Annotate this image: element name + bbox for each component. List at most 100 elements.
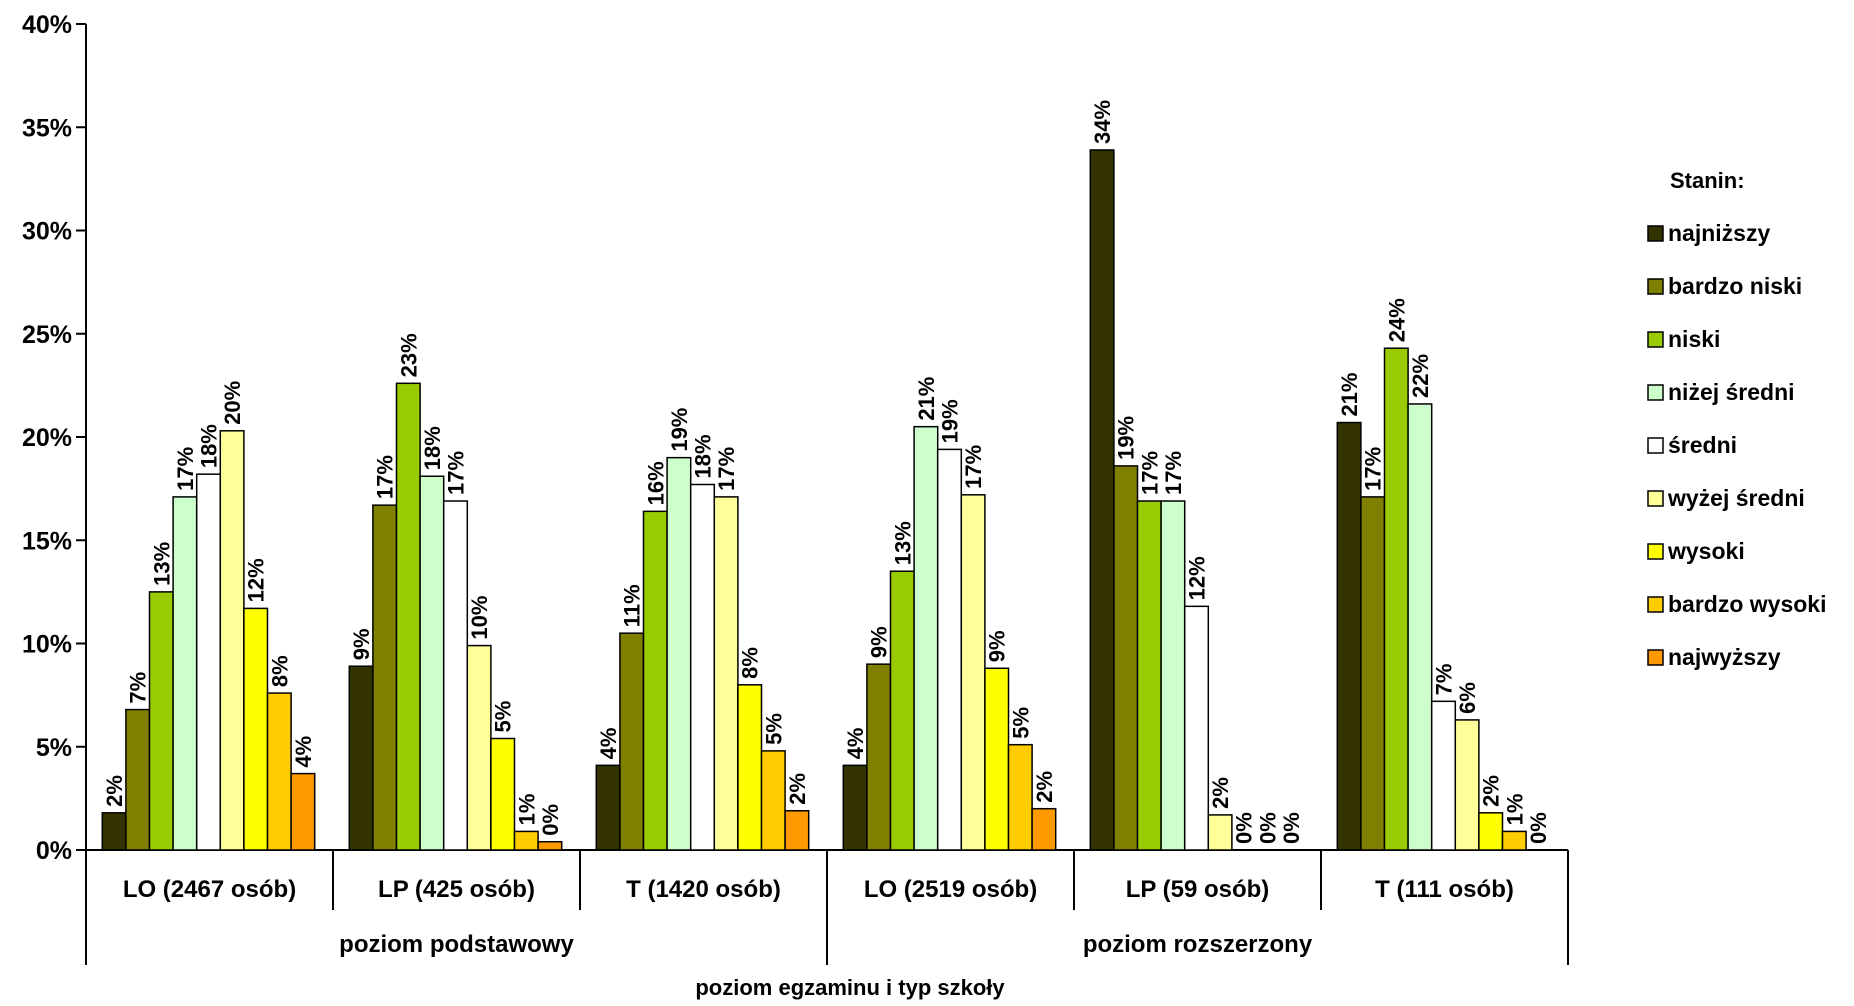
data-label: 23% [396, 333, 421, 377]
data-label: 4% [843, 728, 868, 760]
data-label: 22% [1408, 354, 1433, 398]
y-tick-label: 25% [22, 321, 72, 349]
data-label: 4% [596, 728, 621, 760]
data-label: 12% [244, 558, 269, 602]
data-label: 19% [667, 408, 692, 452]
bar [1183, 605, 1210, 851]
data-label: 17% [1137, 451, 1162, 495]
bar [1454, 719, 1480, 851]
data-label: 2% [1208, 777, 1233, 809]
y-tick-label: 30% [22, 218, 72, 246]
legend-swatch [1647, 278, 1664, 295]
bar [1136, 500, 1162, 851]
bar [148, 591, 174, 851]
y-tick-label: 20% [22, 424, 72, 452]
category-label: T (1420 osób) [626, 876, 781, 903]
data-label: 2% [785, 773, 810, 805]
bar [1430, 700, 1457, 851]
data-label: 10% [467, 596, 492, 640]
data-label: 12% [1185, 556, 1210, 600]
data-label: 17% [1161, 451, 1186, 495]
data-label: 9% [867, 626, 892, 658]
data-label: 13% [890, 521, 915, 565]
category-label: T (111 osób) [1375, 876, 1514, 903]
bar [172, 496, 198, 851]
bar [266, 692, 292, 851]
legend-title: Stanin: [1670, 168, 1745, 193]
bar [1360, 496, 1386, 851]
bar [1383, 347, 1409, 851]
bar [1113, 465, 1139, 851]
bar [936, 448, 963, 851]
bar [760, 750, 786, 851]
bar [666, 456, 692, 851]
bar [372, 504, 398, 851]
bar [1207, 814, 1233, 851]
legend-swatch [1647, 596, 1664, 613]
data-label: 8% [738, 647, 763, 679]
bar [442, 500, 469, 851]
legend-label: wyżej średni [1667, 485, 1805, 511]
bar [595, 764, 621, 851]
bar [101, 812, 127, 851]
data-label: 2% [102, 775, 127, 807]
data-label: 4% [291, 736, 316, 768]
legend-swatch [1647, 543, 1664, 560]
data-label: 17% [1361, 447, 1386, 491]
y-tick-label: 0% [36, 837, 72, 865]
bar [1031, 807, 1057, 851]
data-labels: 2%9%4% 4%34%21%7%17%11%9%19%17%13%23%16%1… [102, 100, 1551, 844]
bar [219, 430, 245, 851]
legend-label: najniższy [1668, 220, 1770, 246]
category-label: LO (2467 osób) [123, 876, 296, 903]
data-label: 0% [1526, 812, 1551, 844]
bar [737, 684, 763, 851]
group-label: poziom rozszerzony [1083, 931, 1313, 958]
data-label: 34% [1090, 100, 1115, 144]
bar [842, 764, 868, 851]
bar [619, 632, 645, 851]
bar [490, 737, 516, 851]
y-tick-label: 40% [22, 11, 72, 39]
bar [1007, 743, 1033, 851]
legend-label: średni [1668, 432, 1737, 458]
legend-swatch [1647, 225, 1664, 242]
bar [689, 483, 716, 851]
data-label: 5% [491, 701, 516, 733]
bar [960, 494, 986, 851]
data-label: 2% [1479, 775, 1504, 807]
bar [243, 607, 269, 851]
data-label: 2% [1032, 771, 1057, 803]
data-label: 5% [1008, 707, 1033, 739]
data-label: 21% [1337, 372, 1362, 416]
y-tick-label: 5% [36, 734, 72, 762]
bars [101, 149, 1527, 851]
data-label: 17% [714, 447, 739, 491]
data-label: 9% [349, 628, 374, 660]
data-label: 0% [1279, 812, 1304, 844]
data-label: 19% [1114, 416, 1139, 460]
bar [395, 382, 421, 851]
data-label: 8% [267, 655, 292, 687]
data-label: 0% [1255, 812, 1280, 844]
data-label: 17% [373, 455, 398, 499]
legend-label: najwyższy [1668, 644, 1781, 670]
bar [1089, 149, 1115, 851]
bar [1407, 403, 1433, 851]
legend: Stanin: najniższy bardzo niski niski niżej … [1647, 168, 1826, 670]
bar [1160, 500, 1186, 851]
legend-label: wysoki [1667, 538, 1745, 564]
bar [466, 644, 492, 851]
data-label: 17% [173, 447, 198, 491]
x-axis-categories: LO (2467 osób) LP (425 osób) T (1420 osób)… [85, 850, 1569, 965]
category-label: LP (59 osób) [1126, 876, 1270, 903]
data-label: 13% [149, 542, 174, 586]
bar [642, 510, 668, 851]
bar [713, 496, 739, 851]
bar [1336, 421, 1362, 851]
data-label: 18% [691, 434, 716, 478]
group-label: poziom podstawowy [339, 931, 574, 958]
data-label: 19% [938, 399, 963, 443]
legend-label: niski [1668, 326, 1720, 352]
y-tick-label: 15% [22, 527, 72, 555]
